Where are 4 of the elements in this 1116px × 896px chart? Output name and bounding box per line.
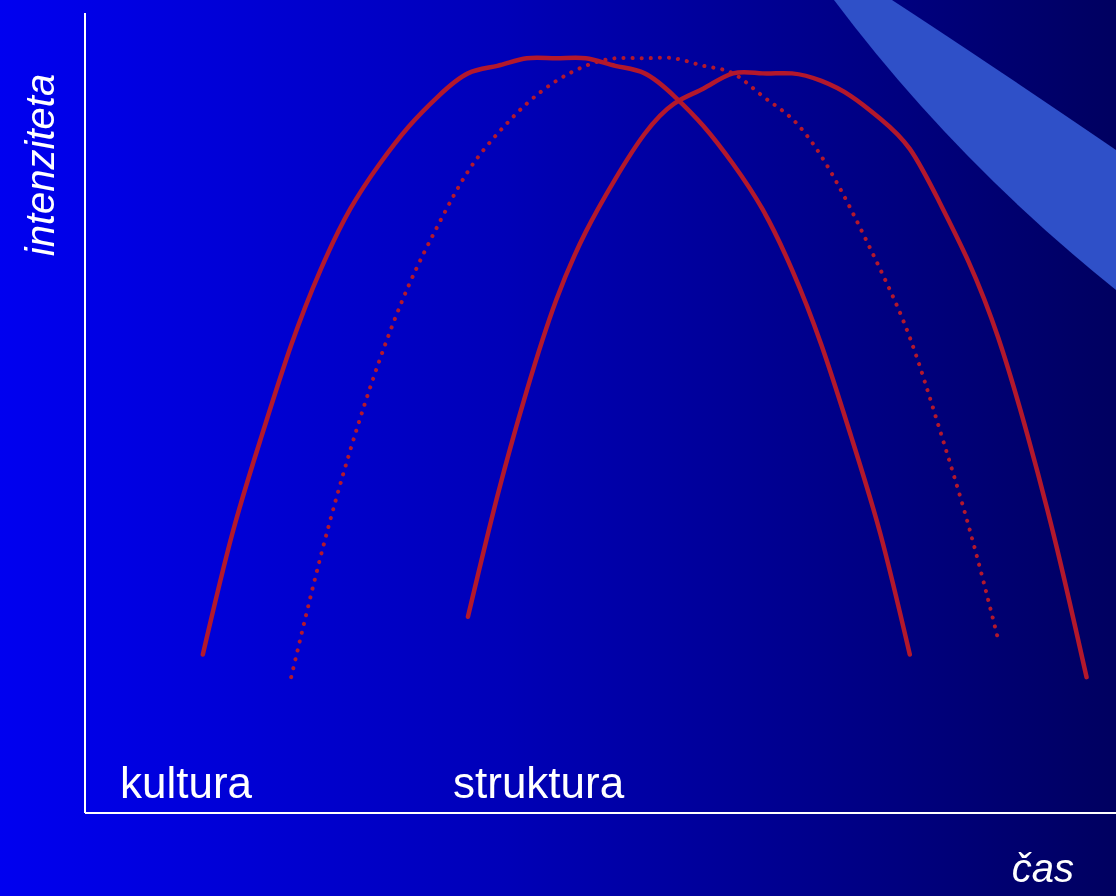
x-axis-title: čas — [1011, 846, 1074, 891]
annotation: kultura — [120, 758, 253, 808]
y-axis-title: intenziteta — [17, 73, 63, 257]
annotation: struktura — [453, 758, 625, 808]
